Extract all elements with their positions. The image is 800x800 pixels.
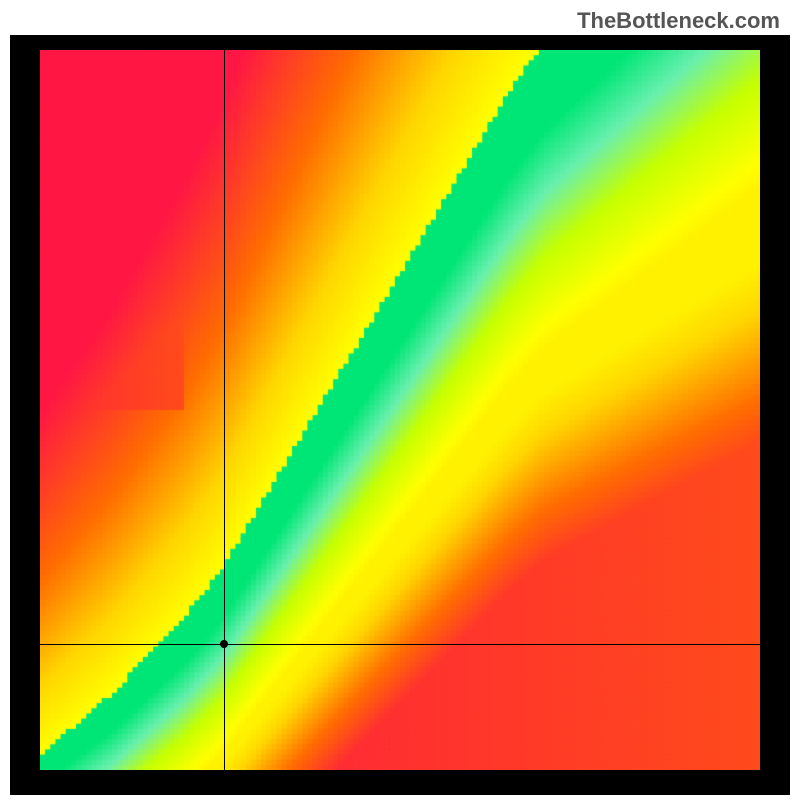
crosshair-vertical xyxy=(224,50,225,770)
heatmap-plot xyxy=(40,50,760,770)
crosshair-marker xyxy=(220,640,228,648)
heatmap-canvas xyxy=(40,50,760,770)
crosshair-horizontal xyxy=(40,644,760,645)
chart-border xyxy=(10,35,790,795)
watermark-text: TheBottleneck.com xyxy=(577,8,780,34)
